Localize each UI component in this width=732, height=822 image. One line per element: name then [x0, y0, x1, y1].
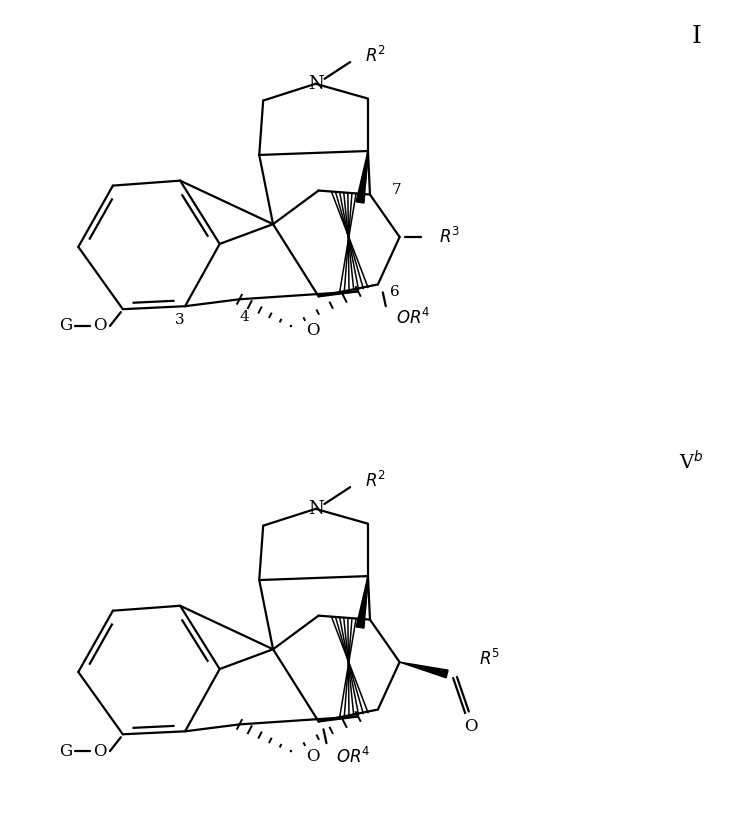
Text: $R^2$: $R^2$ [365, 46, 386, 66]
Text: V$^b$: V$^b$ [679, 450, 703, 473]
Text: 6: 6 [389, 285, 400, 299]
Text: O: O [93, 317, 107, 335]
Text: $R^2$: $R^2$ [365, 471, 386, 492]
Polygon shape [400, 662, 448, 678]
Text: O: O [306, 747, 319, 764]
Text: O: O [306, 322, 319, 339]
Text: $OR^4$: $OR^4$ [336, 747, 371, 767]
Text: G: G [59, 742, 72, 760]
Polygon shape [356, 151, 368, 203]
Text: N: N [307, 75, 324, 93]
Text: $OR^4$: $OR^4$ [396, 308, 430, 328]
Text: $R^3$: $R^3$ [439, 227, 460, 247]
Polygon shape [356, 576, 368, 628]
Text: N: N [307, 500, 324, 518]
Text: 7: 7 [392, 182, 401, 196]
Text: $R^5$: $R^5$ [479, 649, 500, 669]
Text: G: G [59, 317, 72, 335]
Text: 4: 4 [239, 310, 250, 324]
Text: I: I [691, 25, 701, 48]
Text: O: O [464, 718, 477, 735]
Text: 3: 3 [176, 313, 185, 327]
Text: O: O [93, 742, 107, 760]
